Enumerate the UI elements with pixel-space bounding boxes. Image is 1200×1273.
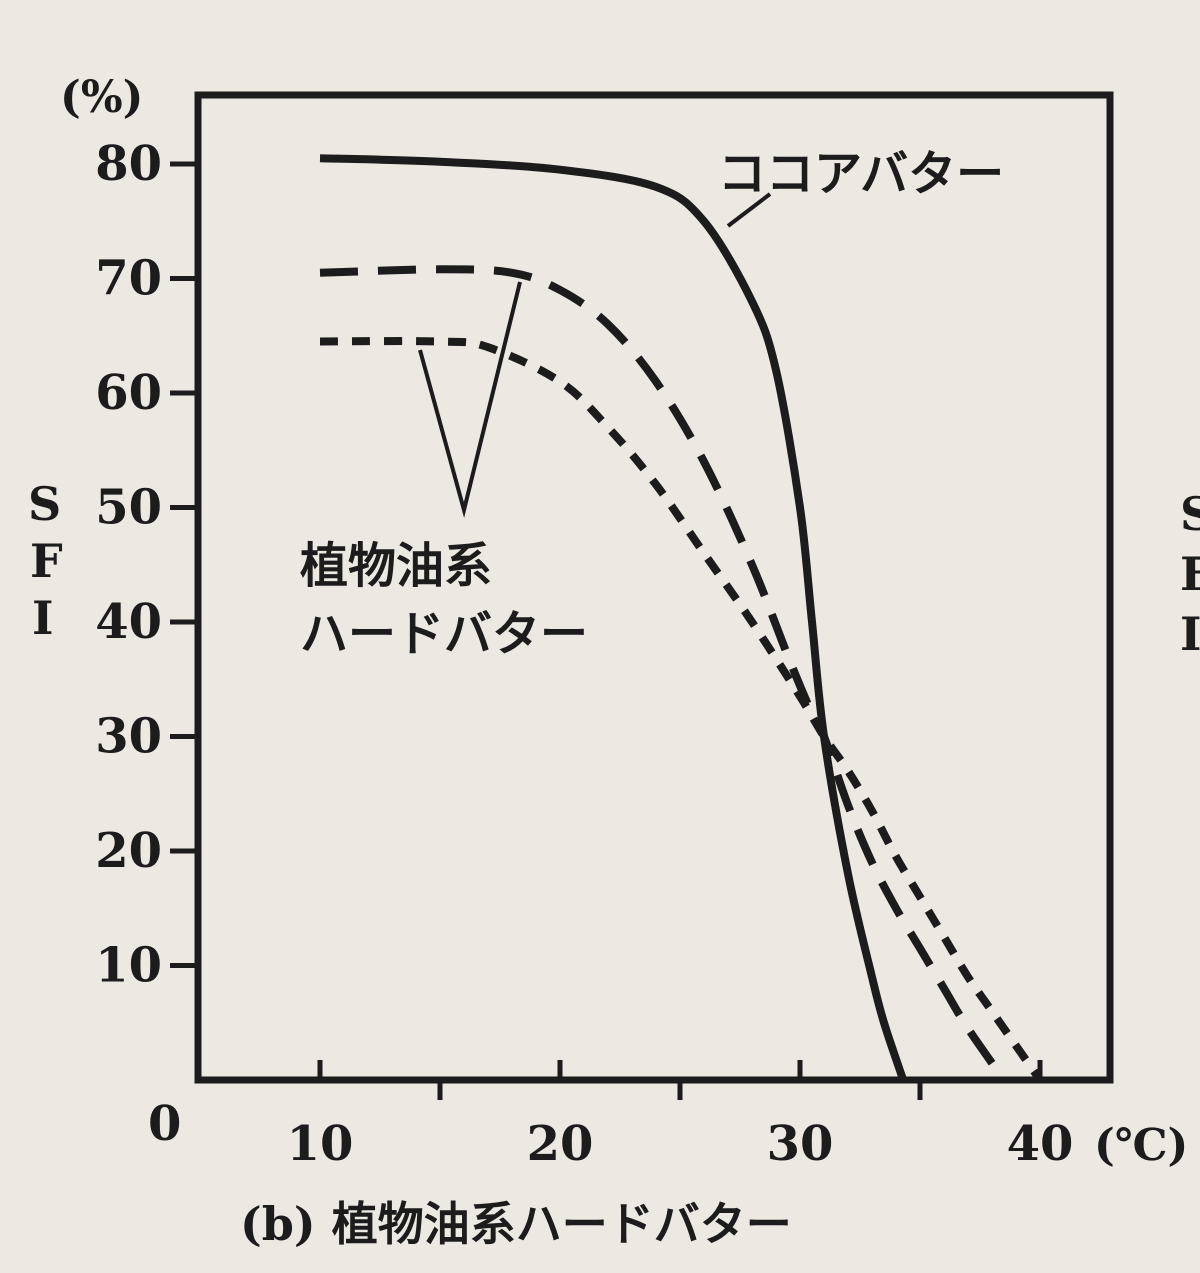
y-tick-label: 40 bbox=[95, 594, 162, 650]
hardbutter-leader-lines bbox=[418, 281, 522, 518]
x-tick-label: 10 bbox=[287, 1116, 354, 1172]
x-tick-label: 20 bbox=[527, 1116, 594, 1172]
cocoa-butter-line bbox=[319, 154, 907, 1082]
y-tick-label: 70 bbox=[95, 251, 162, 307]
x-tick-label: 30 bbox=[767, 1116, 834, 1172]
y-tick-label: 80 bbox=[95, 136, 162, 192]
hardbutter-label-line2: ハードバター bbox=[300, 606, 588, 662]
y-axis-title-letter: S bbox=[28, 477, 61, 531]
y-tick-label: 50 bbox=[95, 480, 162, 536]
y-tick-label: 10 bbox=[95, 938, 162, 994]
edge-fragment-letter: S bbox=[1180, 487, 1200, 541]
y-axis-ticks: 10 20 30 40 50 60 70 80 bbox=[95, 136, 198, 994]
figure-caption: (b) 植物油系ハードバター bbox=[240, 1197, 792, 1251]
plot-frame bbox=[194, 91, 1114, 1084]
cocoa-butter-label: ココアバター bbox=[718, 146, 1004, 202]
edge-fragment-letter: F bbox=[1180, 547, 1200, 601]
y-axis-title-letter: I bbox=[32, 591, 54, 645]
hardbutter-label-line1: 植物油系 bbox=[300, 538, 492, 594]
x-axis-ticks: 10 20 30 40 bbox=[287, 1060, 1074, 1172]
edge-fragment-letter: I bbox=[1180, 607, 1200, 661]
hard-butter-short-dash-line bbox=[319, 337, 1044, 1083]
series-layer bbox=[319, 154, 1044, 1083]
origin-label: 0 bbox=[148, 1096, 181, 1152]
y-unit-label: (%) bbox=[60, 72, 143, 123]
cocoa-leader-line bbox=[726, 192, 772, 228]
y-tick-label: 20 bbox=[95, 823, 162, 879]
x-unit-label: (℃) bbox=[1094, 1120, 1188, 1171]
y-axis-title-letter: F bbox=[30, 534, 63, 588]
edge-fragment: S F I bbox=[1180, 487, 1200, 661]
hard-butter-long-dash-line bbox=[319, 265, 1008, 1083]
y-tick-label: 60 bbox=[95, 365, 162, 421]
y-axis-title: S F I bbox=[28, 477, 63, 645]
x-tick-label: 40 bbox=[1007, 1116, 1074, 1172]
y-tick-label: 30 bbox=[95, 709, 162, 765]
